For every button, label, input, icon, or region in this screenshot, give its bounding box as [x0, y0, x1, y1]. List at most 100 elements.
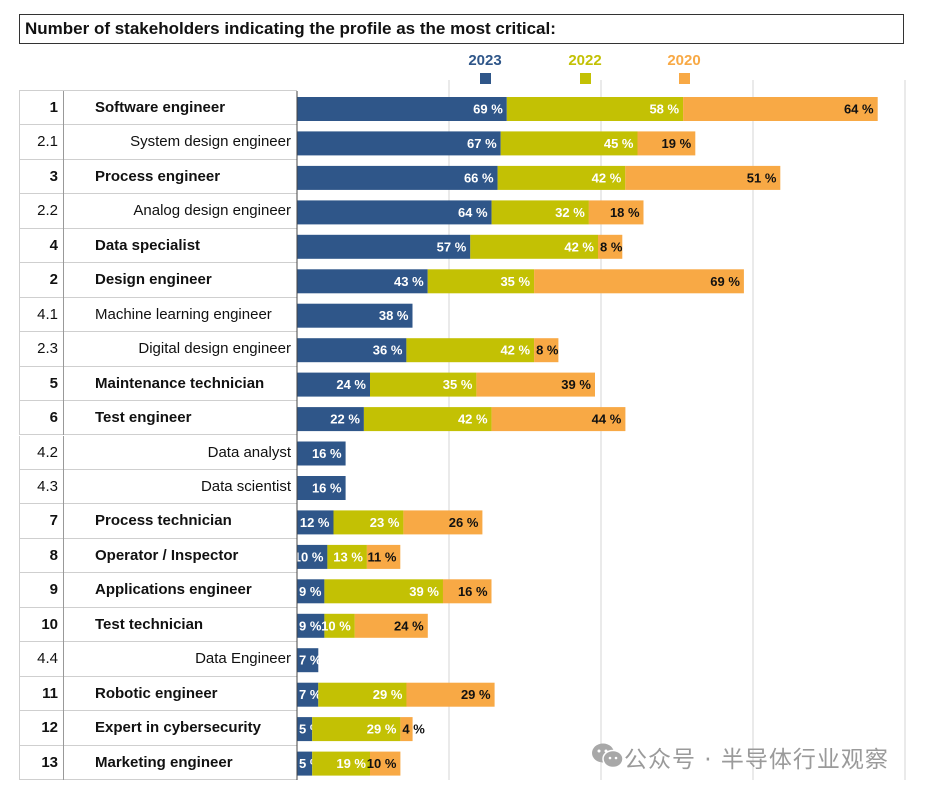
bar-segment-2020: [637, 131, 696, 156]
legend-swatch-icon: [678, 73, 690, 84]
bar-segment-2020: [400, 717, 413, 742]
data-label: 42 %: [500, 343, 530, 358]
data-label: 9 %: [299, 618, 322, 633]
row-rank: 4.1: [37, 305, 58, 323]
bar-segment-2023: [297, 303, 413, 328]
data-label: 13 %: [333, 549, 363, 564]
legend-swatch-icon: [479, 73, 491, 84]
legend-item-2020: 2020: [654, 52, 714, 84]
column-divider: [63, 366, 64, 402]
bar-segment-2022: [324, 613, 355, 638]
column-divider: [63, 642, 64, 677]
data-label: 57 %: [437, 239, 467, 254]
data-label: 69 %: [710, 274, 740, 289]
row-rank: 2.3: [37, 340, 58, 358]
table-row: 4 Data specialist: [19, 228, 297, 264]
data-label: 64 %: [844, 102, 874, 117]
bar-segment-2020: [403, 510, 483, 535]
column-divider: [63, 573, 64, 608]
data-label: 19 %: [662, 136, 692, 151]
bar-segment-2020: [476, 372, 595, 397]
bar-segment-2020: [366, 544, 401, 569]
wechat-icon: [592, 743, 624, 769]
legend-item-2022: 2022: [555, 52, 615, 84]
legend-swatch-icon: [579, 73, 591, 84]
bar-segment-2023: [297, 234, 471, 259]
data-label: 29 %: [367, 722, 397, 737]
row-rank: 9: [49, 581, 58, 599]
data-label: 24 %: [336, 377, 366, 392]
legend-label: 2022: [568, 52, 602, 69]
data-label: 10 %: [321, 618, 351, 633]
data-label: 8 %: [600, 239, 623, 254]
data-label: 44 %: [592, 412, 622, 427]
row-rank: 1: [49, 99, 58, 116]
table-top-border: [19, 90, 297, 91]
column-divider: [63, 332, 64, 367]
column-divider: [63, 228, 64, 264]
row-label: Machine learning engineer: [95, 305, 272, 323]
data-label: 35 %: [500, 274, 530, 289]
bar-segment-2023: [297, 407, 364, 432]
bar-segment-2023: [297, 544, 328, 569]
data-label: 4 %: [402, 722, 425, 737]
bar-segment-2020: [370, 751, 401, 776]
bar-segment-2022: [491, 200, 589, 225]
bar-segment-2023: [297, 338, 407, 363]
row-label: Maintenance technician: [95, 374, 265, 392]
data-label: 39 %: [409, 584, 439, 599]
bar-segment-2020: [683, 97, 878, 121]
data-label: 26 %: [449, 515, 479, 530]
bar-segment-2022: [406, 338, 535, 363]
bar-segment-2020: [534, 338, 559, 363]
row-label: Digital design engineer: [138, 340, 291, 358]
row-rank: 11: [42, 684, 58, 702]
table-row: 7 Process technician: [19, 504, 297, 539]
bar-segment-2020: [354, 613, 428, 638]
table-row: 12 Expert in cybersecurity: [19, 711, 297, 746]
bar-segment-2022: [327, 544, 367, 569]
data-label: 11 %: [367, 549, 396, 564]
bar-segment-2022: [324, 579, 443, 604]
bar-segment-2022: [318, 682, 407, 707]
data-label: 7 %: [299, 687, 322, 702]
data-label: 42 %: [592, 170, 622, 185]
chart-title: Number of stakeholders indicating the pr…: [19, 14, 904, 44]
table-row: 8 Operator / Inspector: [19, 538, 297, 574]
data-label: 38 %: [379, 308, 409, 323]
column-divider: [63, 711, 64, 746]
row-label: Expert in cybersecurity: [95, 719, 261, 737]
data-label: 23 %: [370, 515, 400, 530]
table-row: 4.2 Data analyst: [19, 435, 297, 470]
row-label: Data Engineer: [195, 650, 291, 668]
column-divider: [63, 538, 64, 574]
data-label: 10 %: [367, 756, 397, 771]
bar-segment-2020: [625, 165, 781, 190]
column-divider: [63, 469, 64, 505]
bar-segment-2023: [297, 131, 501, 156]
bar-segment-2022: [500, 131, 638, 156]
table-row: 4.1 Machine learning engineer: [19, 297, 297, 333]
table-row: 2.1 System design engineer: [19, 125, 297, 160]
bar-segment-2020: [598, 234, 623, 259]
data-label: 39 %: [561, 377, 591, 392]
bar-segment-2022: [370, 372, 477, 397]
data-label: 42 %: [458, 412, 488, 427]
data-label: 16 %: [458, 584, 488, 599]
bar-segment-2023: [297, 579, 325, 604]
table-row: 6 Test engineer: [19, 401, 297, 436]
table-row: 9 Applications engineer: [19, 573, 297, 608]
row-rank: 2.1: [37, 133, 58, 151]
row-label: Process engineer: [95, 167, 221, 185]
bar-segment-2022: [312, 751, 370, 776]
bar-segment-2020: [491, 407, 626, 432]
data-label: 24 %: [394, 618, 424, 633]
table-row: 2 Design engineer: [19, 263, 297, 298]
bar-segment-2023: [297, 510, 334, 535]
bar-segment-2022: [427, 269, 535, 294]
column-divider: [63, 125, 64, 160]
table-row: 5 Maintenance technician: [19, 366, 297, 402]
bar-segment-2023: [297, 372, 370, 397]
data-label: 18 %: [610, 205, 640, 220]
